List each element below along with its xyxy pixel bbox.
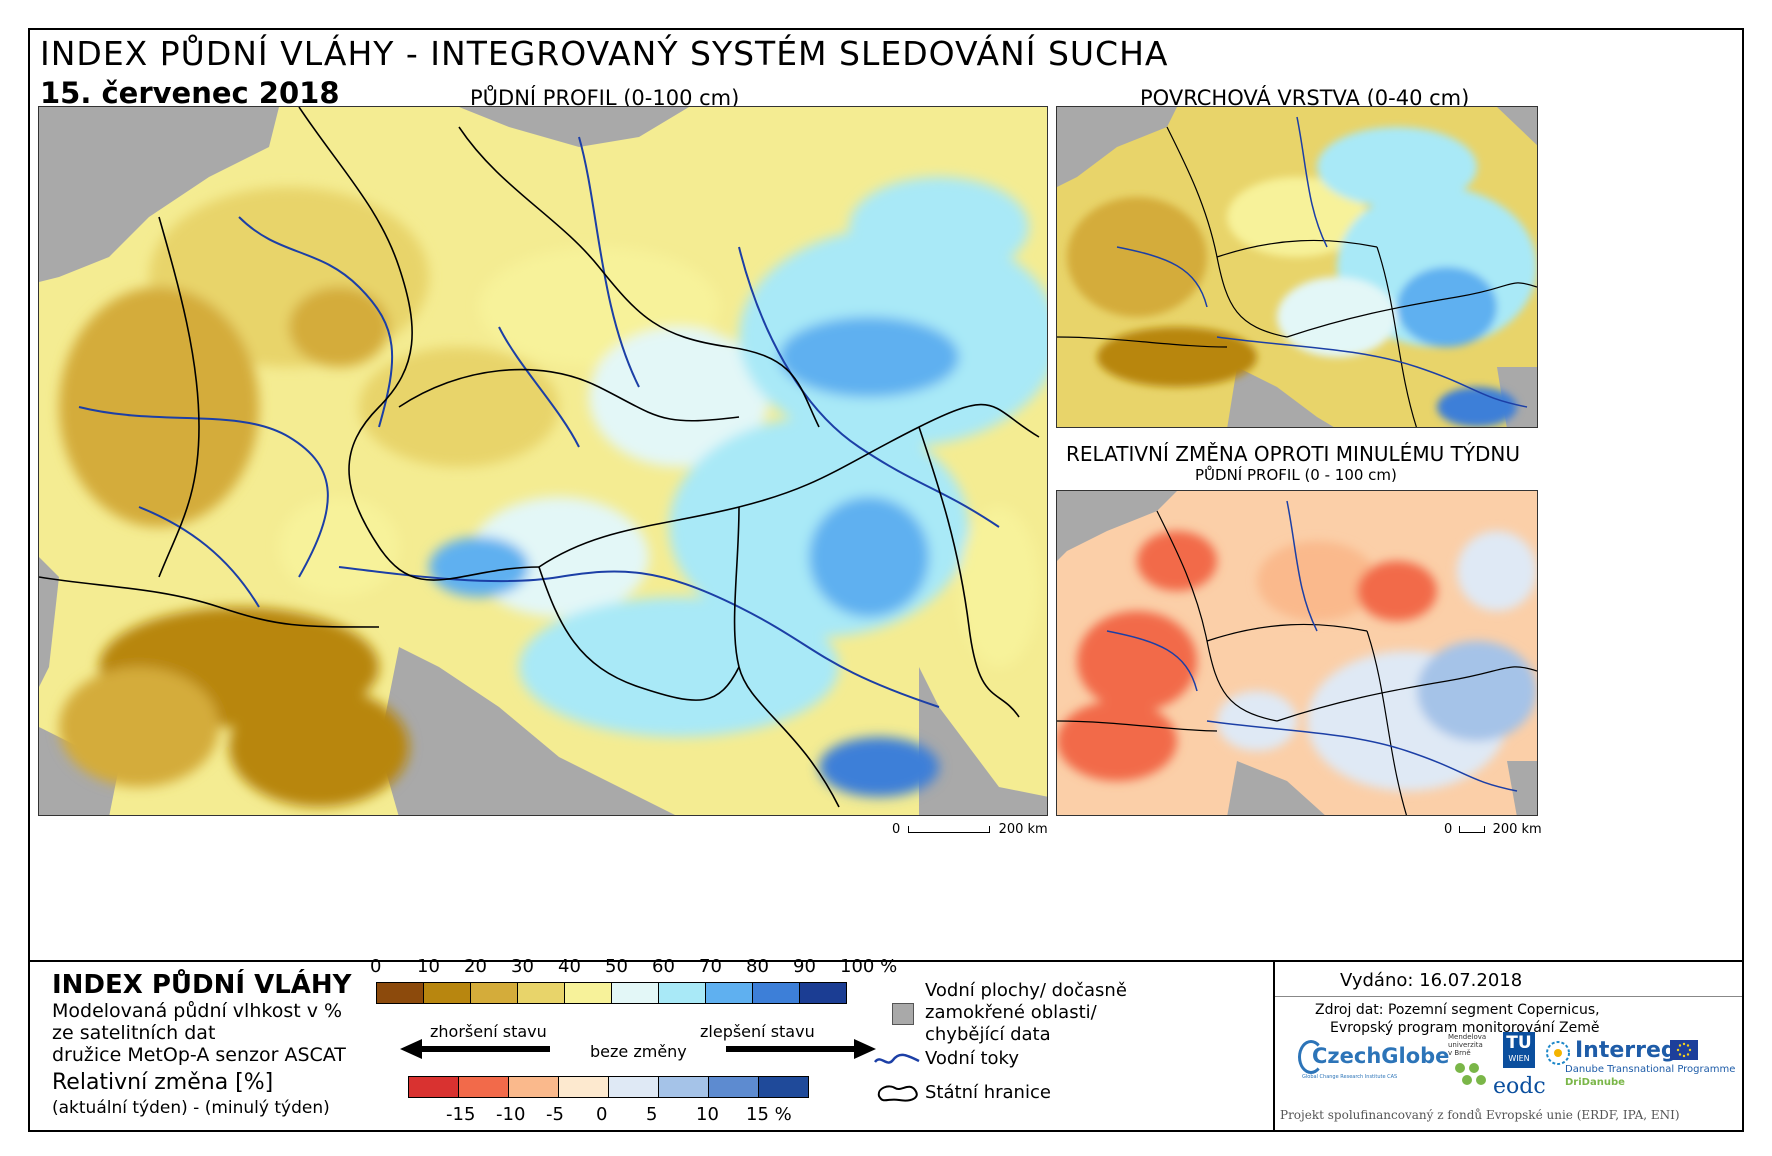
index-colorbar-segment xyxy=(799,982,847,1004)
index-colorbar-tick: 0 xyxy=(370,956,382,977)
date-label: 15. červenec 2018 xyxy=(40,76,340,110)
czechglobe-logo-icon xyxy=(1298,1040,1324,1074)
legend-desc-1: Modelovaná půdní vlhkost v % xyxy=(52,1000,343,1022)
main-soil-moisture-map xyxy=(38,106,1048,816)
water-bodies-swatch xyxy=(892,1003,914,1025)
info-line xyxy=(1275,996,1742,997)
index-colorbar-segment xyxy=(752,982,800,1004)
index-colorbar-segment xyxy=(376,982,424,1004)
main-scale-start: 0 xyxy=(892,822,901,837)
change-colorbar-tick: -15 xyxy=(446,1104,476,1125)
relative-change-map xyxy=(1056,490,1538,816)
rivers-label: Vodní toky xyxy=(925,1048,1019,1069)
adriatic-sea-area xyxy=(379,647,675,815)
eu-flag-icon xyxy=(1670,1040,1698,1060)
north-sea-area xyxy=(39,107,279,282)
surface-map-graphic xyxy=(1057,107,1537,427)
change-map-graphic xyxy=(1057,491,1537,815)
czechglobe-logo-text: CzechGlobe xyxy=(1312,1044,1450,1068)
change-colorbar-tick: 0 xyxy=(596,1104,608,1125)
index-colorbar-segment xyxy=(705,982,753,1004)
arrow-better-label: zlepšení stavu xyxy=(700,1022,815,1041)
index-colorbar-tick: 20 xyxy=(464,956,487,977)
index-colorbar-segment xyxy=(470,982,518,1004)
index-colorbar-segment xyxy=(423,982,471,1004)
arrow-none-label: beze změny xyxy=(590,1042,687,1061)
eu-stars-icon xyxy=(1676,1042,1692,1058)
legend-title: INDEX PŮDNÍ VLÁHY xyxy=(52,970,352,1000)
data-source-1: Zdroj dat: Pozemní segment Copernicus, xyxy=(1315,1002,1600,1018)
baltic-sea-area xyxy=(459,107,689,147)
change-legend-desc: (aktuální týden) - (minulý týden) xyxy=(52,1098,330,1118)
interreg-logo-sub-1: Danube Transnational Programme xyxy=(1565,1064,1736,1075)
surface-layer-map xyxy=(1056,106,1538,428)
mendel-logo-dots-icon xyxy=(1455,1063,1486,1085)
state-borders-layer xyxy=(39,107,1040,808)
czechglobe-logo-sub: Global Change Research Institute CAS xyxy=(1302,1074,1398,1080)
change-colorbar-segment xyxy=(458,1076,509,1098)
legend-separator xyxy=(30,960,1742,962)
change-scale-end: 200 km xyxy=(1492,822,1542,837)
legend-desc-3: družice MetOp-A senzor ASCAT xyxy=(52,1044,346,1066)
rivers-layer xyxy=(78,136,1000,708)
tu-wien-logo: TU WIEN xyxy=(1503,1032,1535,1068)
legend-desc-2: ze satelitních dat xyxy=(52,1022,216,1044)
change-colorbar-tick: 10 xyxy=(696,1104,719,1125)
index-colorbar-tick: 100 % xyxy=(840,956,898,977)
index-colorbar-tick: 70 xyxy=(699,956,722,977)
change-colorbar-tick: -10 xyxy=(496,1104,526,1125)
funding-note: Projekt spolufinancovaný z fondů Evropsk… xyxy=(1280,1108,1680,1122)
issued-date: Vydáno: 16.07.2018 xyxy=(1340,970,1523,991)
interreg-logo-sub-2: DriDanube xyxy=(1565,1077,1625,1088)
change-map-scalebar: 0 200 km xyxy=(1444,822,1542,837)
water-bodies-label-1: Vodní plochy/ dočasně xyxy=(925,980,1127,1001)
river-symbol-icon xyxy=(874,1053,920,1064)
change-colorbar-tick: -5 xyxy=(546,1104,564,1125)
poster-frame: INDEX PŮDNÍ VLÁHY - INTEGROVANÝ SYSTÉM S… xyxy=(28,28,1744,1132)
change-colorbar-segment xyxy=(408,1076,459,1098)
index-colorbar-tick: 40 xyxy=(558,956,581,977)
change-colorbar-segment xyxy=(608,1076,659,1098)
borders-label: Státní hranice xyxy=(925,1082,1051,1103)
index-colorbar-segment xyxy=(658,982,706,1004)
index-colorbar-tick: 10 xyxy=(417,956,440,977)
mendel-logo-text: Mendelova univerzita v Brně xyxy=(1448,1033,1487,1057)
index-colorbar-tick: 50 xyxy=(605,956,628,977)
tu-logo-sub: WIEN xyxy=(1508,1054,1530,1063)
info-separator xyxy=(1273,962,1275,1130)
index-colorbar-tick: 60 xyxy=(652,956,675,977)
change-colorbar-tick: 15 % xyxy=(746,1104,792,1125)
change-colorbar-segment xyxy=(658,1076,709,1098)
interreg-logo-icon xyxy=(1546,1041,1570,1065)
change-colorbar-segment xyxy=(708,1076,759,1098)
index-colorbar-tick: 30 xyxy=(511,956,534,977)
change-map-subcaption: PŮDNÍ PROFIL (0 - 100 cm) xyxy=(1195,466,1397,484)
arrow-worse-label: zhoršení stavu xyxy=(430,1022,547,1041)
main-scale-end: 200 km xyxy=(998,822,1048,837)
change-colorbar-tick: 5 xyxy=(646,1104,658,1125)
tu-logo-text: TU xyxy=(1506,1033,1532,1053)
border-symbol-icon xyxy=(877,1085,918,1102)
water-bodies-label-3: chybějící data xyxy=(925,1024,1051,1045)
index-colorbar-tick: 80 xyxy=(746,956,769,977)
change-arrows xyxy=(400,1039,876,1059)
index-colorbar-segment xyxy=(611,982,659,1004)
water-bodies-label-2: zamokřené oblasti/ xyxy=(925,1002,1097,1023)
main-map-graphic xyxy=(39,107,1047,815)
change-colorbar-segment xyxy=(508,1076,559,1098)
main-map-scalebar: 0 200 km xyxy=(892,822,1048,837)
change-scale-start: 0 xyxy=(1444,822,1453,837)
index-colorbar-segment xyxy=(517,982,565,1004)
change-colorbar-segment xyxy=(558,1076,609,1098)
interreg-logo-text: Interreg xyxy=(1575,1038,1677,1063)
main-title: INDEX PŮDNÍ VLÁHY - INTEGROVANÝ SYSTÉM S… xyxy=(40,34,1169,73)
change-legend-title: Relativní změna [%] xyxy=(52,1070,274,1095)
eodc-logo-text: eodc xyxy=(1493,1074,1546,1099)
index-colorbar-segment xyxy=(564,982,612,1004)
change-colorbar-segment xyxy=(758,1076,809,1098)
index-colorbar-tick: 90 xyxy=(793,956,816,977)
change-map-caption: RELATIVNÍ ZMĚNA OPROTI MINULÉMU TÝDNU xyxy=(1066,442,1521,466)
